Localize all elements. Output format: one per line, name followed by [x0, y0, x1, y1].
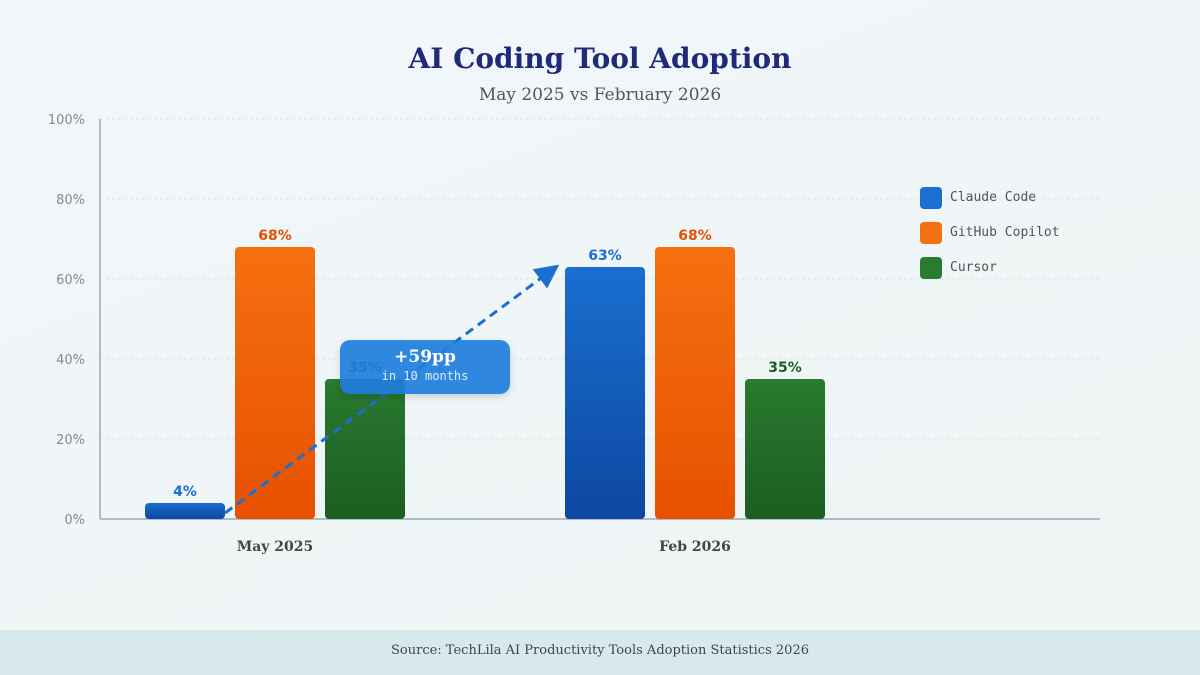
y-tick-label: 40% — [56, 353, 85, 368]
data-label: 68% — [258, 228, 292, 244]
legend-item: GitHub Copilot — [920, 215, 1060, 250]
y-tick-label: 20% — [56, 433, 85, 448]
y-tick-label: 60% — [56, 273, 85, 288]
data-label: 63% — [588, 248, 622, 264]
chart-subtitle: May 2025 vs February 2026 — [478, 85, 722, 105]
chart-title: AI Coding Tool Adoption — [408, 42, 792, 75]
data-label: 35% — [768, 360, 802, 376]
bar-chart: 0% 20% 40% 60% 80% 100% May 2025 4% 68% 35% Feb 20… — [48, 113, 1100, 555]
legend-label: Cursor — [950, 260, 997, 275]
annotation-value: +59pp — [394, 347, 456, 367]
y-tick-label: 0% — [64, 513, 85, 528]
data-label: 68% — [678, 228, 712, 244]
bar-cursor — [325, 379, 405, 519]
legend-swatch — [920, 186, 942, 209]
bar-github-copilot — [235, 247, 315, 519]
bar-claude-code — [565, 267, 645, 519]
legend-label: GitHub Copilot — [950, 225, 1060, 240]
y-tick-label: 100% — [48, 113, 85, 128]
bar-cursor — [745, 379, 825, 519]
annotation-text: in 10 months — [381, 369, 469, 383]
legend-swatch — [920, 256, 942, 279]
legend-label: Claude Code — [950, 190, 1037, 205]
y-tick-label: 80% — [56, 193, 85, 208]
legend-swatch — [920, 221, 942, 244]
growth-annotation: +59pp in 10 months — [340, 340, 510, 394]
bar-github-copilot — [655, 247, 735, 519]
bar-claude-code — [145, 503, 225, 519]
legend-item: Claude Code — [920, 180, 1060, 215]
x-tick-label: May 2025 — [237, 539, 314, 555]
data-label: 4% — [173, 484, 197, 500]
legend-item: Cursor — [920, 250, 1060, 285]
legend: Claude Code GitHub Copilot Cursor — [920, 180, 1060, 285]
x-tick-label: Feb 2026 — [659, 539, 731, 555]
source-footer: Source: TechLila AI Productivity Tools A… — [0, 630, 1200, 675]
